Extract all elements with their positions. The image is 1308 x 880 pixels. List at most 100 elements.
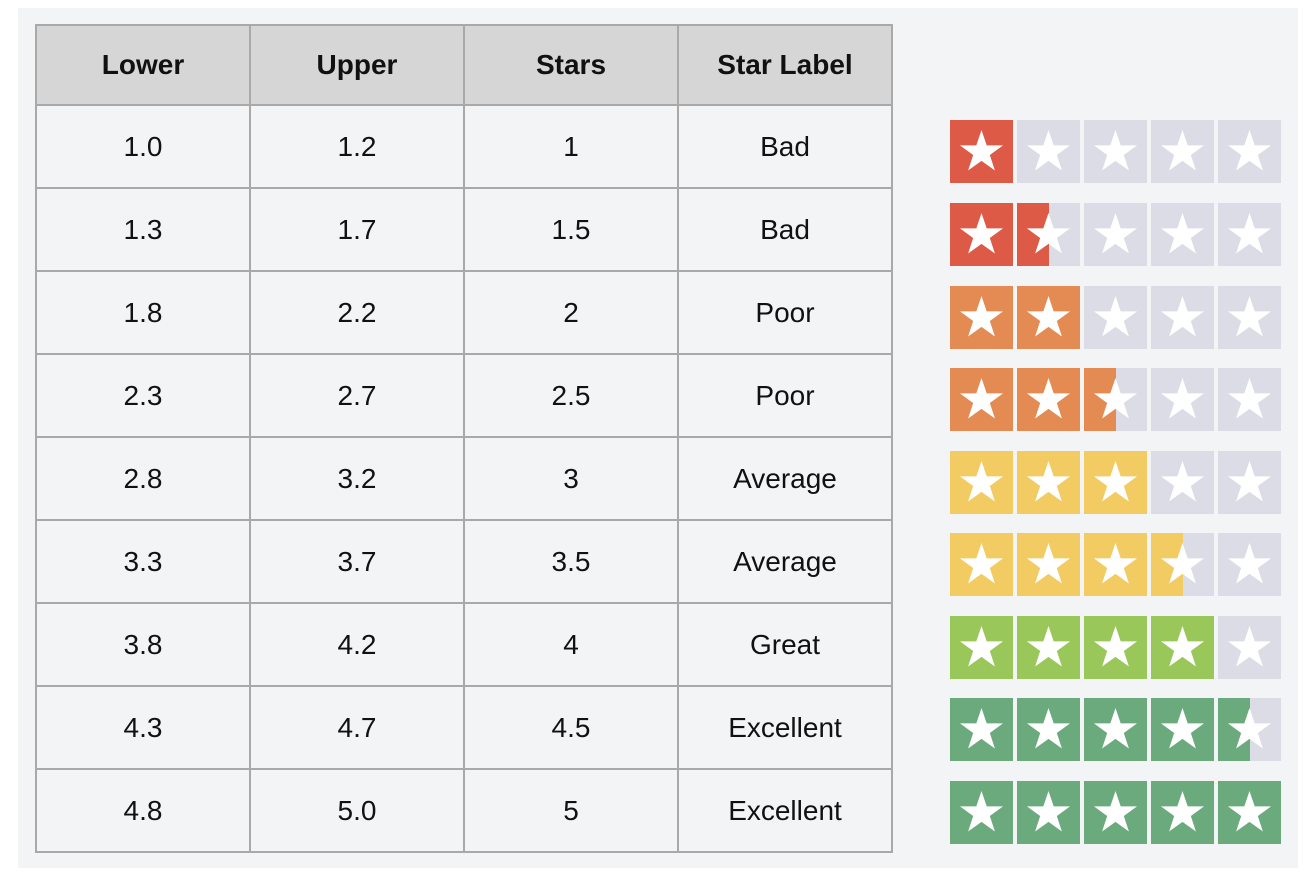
cell-lower: 1.8 xyxy=(35,270,251,355)
star-icon xyxy=(1151,533,1214,596)
star-icon xyxy=(1017,698,1080,761)
star-glyph xyxy=(1160,460,1205,502)
star-icon xyxy=(1151,286,1214,349)
cell-lower: 2.3 xyxy=(35,353,251,438)
star-glyph xyxy=(1093,460,1138,502)
star-icon xyxy=(1017,286,1080,349)
table-row: 2.8 3.2 3 Average xyxy=(35,436,893,521)
star-icon xyxy=(1017,533,1080,596)
cell-lower: 1.3 xyxy=(35,187,251,272)
star-icon xyxy=(1084,451,1147,514)
star-icon xyxy=(1151,451,1214,514)
star-glyph xyxy=(959,212,1004,254)
star-glyph xyxy=(1227,707,1272,749)
star-glyph xyxy=(1160,790,1205,832)
cell-star-label: Poor xyxy=(677,270,893,355)
star-icon xyxy=(1151,368,1214,431)
cell-upper: 4.2 xyxy=(249,602,465,687)
star-glyph xyxy=(959,542,1004,584)
star-glyph xyxy=(1093,377,1138,419)
star-glyph xyxy=(1227,377,1272,419)
star-glyph xyxy=(1160,295,1205,337)
star-icon xyxy=(950,368,1013,431)
star-glyph xyxy=(1093,790,1138,832)
cell-stars: 4.5 xyxy=(463,685,679,770)
star-icon xyxy=(1084,698,1147,761)
star-glyph xyxy=(959,295,1004,337)
star-glyph xyxy=(1093,212,1138,254)
cell-lower: 3.3 xyxy=(35,519,251,604)
cell-star-label: Average xyxy=(677,519,893,604)
table-row: 2.3 2.7 2.5 Poor xyxy=(35,353,893,438)
cell-star-label: Average xyxy=(677,436,893,521)
star-glyph xyxy=(1160,212,1205,254)
table-row: 3.8 4.2 4 Great xyxy=(35,602,893,687)
star-icon xyxy=(1017,203,1080,266)
star-icon xyxy=(1218,533,1281,596)
star-icon xyxy=(1084,533,1147,596)
star-icon xyxy=(1017,120,1080,183)
star-glyph xyxy=(1227,212,1272,254)
cell-lower: 1.0 xyxy=(35,104,251,189)
cell-stars: 4 xyxy=(463,602,679,687)
header-star-label: Star Label xyxy=(677,24,893,106)
cell-star-label: Excellent xyxy=(677,768,893,853)
cell-stars: 1.5 xyxy=(463,187,679,272)
star-icon xyxy=(1084,286,1147,349)
star-icon xyxy=(1084,616,1147,679)
star-glyph xyxy=(1026,625,1071,667)
table-row: 1.3 1.7 1.5 Bad xyxy=(35,187,893,272)
star-icon xyxy=(1218,286,1281,349)
cell-star-label: Bad xyxy=(677,187,893,272)
star-icon xyxy=(1084,781,1147,844)
star-rating-row xyxy=(948,698,1288,761)
star-glyph xyxy=(1160,625,1205,667)
star-glyph xyxy=(1093,625,1138,667)
header-stars: Stars xyxy=(463,24,679,106)
star-glyph xyxy=(959,460,1004,502)
cell-star-label: Poor xyxy=(677,353,893,438)
star-icon xyxy=(1218,781,1281,844)
table-row: 4.8 5.0 5 Excellent xyxy=(35,768,893,853)
star-glyph xyxy=(1026,377,1071,419)
star-icon xyxy=(950,203,1013,266)
star-glyph xyxy=(1026,707,1071,749)
cell-stars: 5 xyxy=(463,768,679,853)
star-icon xyxy=(950,781,1013,844)
cell-upper: 1.2 xyxy=(249,104,465,189)
star-glyph xyxy=(1026,460,1071,502)
star-icon xyxy=(950,451,1013,514)
cell-upper: 4.7 xyxy=(249,685,465,770)
star-icon xyxy=(950,533,1013,596)
star-glyph xyxy=(1093,707,1138,749)
star-glyph xyxy=(1093,542,1138,584)
cell-upper: 5.0 xyxy=(249,768,465,853)
star-glyph xyxy=(1160,377,1205,419)
cell-stars: 3.5 xyxy=(463,519,679,604)
star-icon xyxy=(1151,781,1214,844)
cell-upper: 3.2 xyxy=(249,436,465,521)
star-icon xyxy=(1218,203,1281,266)
cell-upper: 2.7 xyxy=(249,353,465,438)
star-glyph xyxy=(1227,625,1272,667)
star-icon xyxy=(1218,698,1281,761)
cell-upper: 1.7 xyxy=(249,187,465,272)
cell-stars: 1 xyxy=(463,104,679,189)
star-icon xyxy=(1017,451,1080,514)
star-icon xyxy=(950,616,1013,679)
cell-lower: 3.8 xyxy=(35,602,251,687)
star-glyph xyxy=(1026,129,1071,171)
star-icon xyxy=(1151,616,1214,679)
star-icon xyxy=(950,286,1013,349)
star-rating-row xyxy=(948,120,1288,183)
cell-stars: 2.5 xyxy=(463,353,679,438)
cell-lower: 4.3 xyxy=(35,685,251,770)
star-glyph xyxy=(1227,542,1272,584)
cell-star-label: Excellent xyxy=(677,685,893,770)
cell-stars: 2 xyxy=(463,270,679,355)
star-icon xyxy=(950,698,1013,761)
star-rating-row xyxy=(948,286,1288,349)
star-glyph xyxy=(959,707,1004,749)
table-header-row: Lower Upper Stars Star Label xyxy=(35,24,893,106)
star-glyph xyxy=(959,129,1004,171)
